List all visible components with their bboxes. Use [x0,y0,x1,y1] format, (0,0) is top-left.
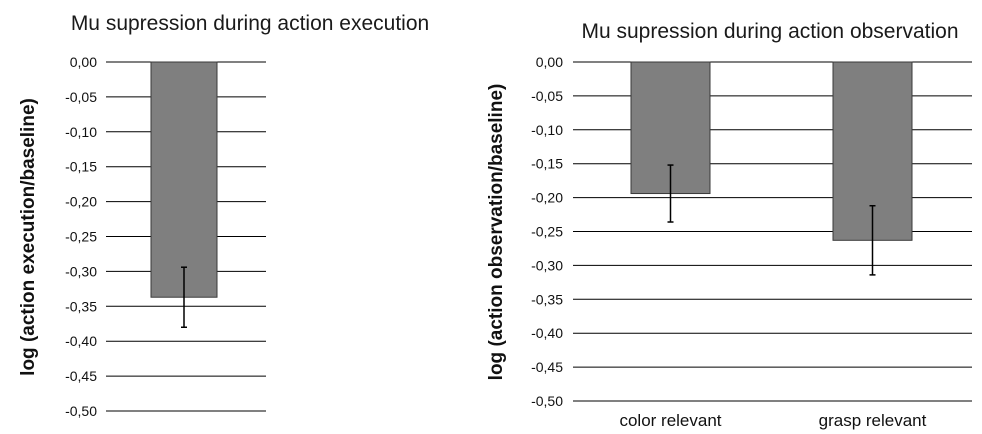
observation-tick-label: -0,45 [531,359,563,375]
observation-chart-title: Mu supression during action observation [581,20,958,43]
observation-error-bars [667,164,876,276]
execution-y-ticks: 0,00 -0,05 -0,10 -0,15 -0,20 -0,25 -0,30 -0,35 -… [65,54,97,419]
observation-chart: Mu supression during action observation … [486,20,972,430]
observation-y-axis-label: log (action observation/baseline) [486,84,507,381]
execution-tick-label: -0,10 [65,124,97,140]
observation-tick-label: -0,20 [531,190,563,206]
execution-tick-label: -0,25 [65,229,97,245]
observation-bars [630,61,913,241]
execution-tick-label: -0,05 [65,89,97,105]
observation-tick-label: -0,15 [531,156,563,172]
execution-tick-label: -0,20 [65,194,97,210]
observation-tick-label: -0,50 [531,393,563,409]
execution-chart: Mu supression during action execution lo… [18,12,429,419]
observation-tick-label: -0,10 [531,122,563,138]
execution-tick-label: -0,35 [65,298,97,314]
execution-tick-label: -0,40 [65,333,97,349]
execution-tick-label: 0,00 [70,54,97,70]
observation-tick-label: -0,40 [531,325,563,341]
observation-category-label: color relevant [619,411,721,430]
execution-tick-label: -0,45 [65,368,97,384]
observation-tick-label: -0,05 [531,88,563,104]
execution-tick-label: -0,50 [65,403,97,419]
execution-chart-title: Mu supression during action execution [71,12,429,35]
observation-tick-label: -0,25 [531,224,563,240]
execution-y-axis-label: log (action execution/baseline) [18,98,39,376]
execution-bars [150,61,218,298]
observation-tick-label: -0,30 [531,257,563,273]
observation-y-ticks: 0,00 -0,05 -0,10 -0,15 -0,20 -0,25 -0,30 -0,35 -… [531,54,563,409]
observation-gridlines [573,61,972,402]
execution-tick-label: -0,30 [65,263,97,279]
execution-error-bars [181,266,187,328]
observation-category-labels: color relevant grasp relevant [619,411,926,430]
execution-tick-label: -0,15 [65,159,97,175]
execution-bar [150,61,218,298]
observation-tick-label: -0,35 [531,291,563,307]
observation-tick-label: 0,00 [536,54,563,70]
observation-category-label: grasp relevant [819,411,927,430]
